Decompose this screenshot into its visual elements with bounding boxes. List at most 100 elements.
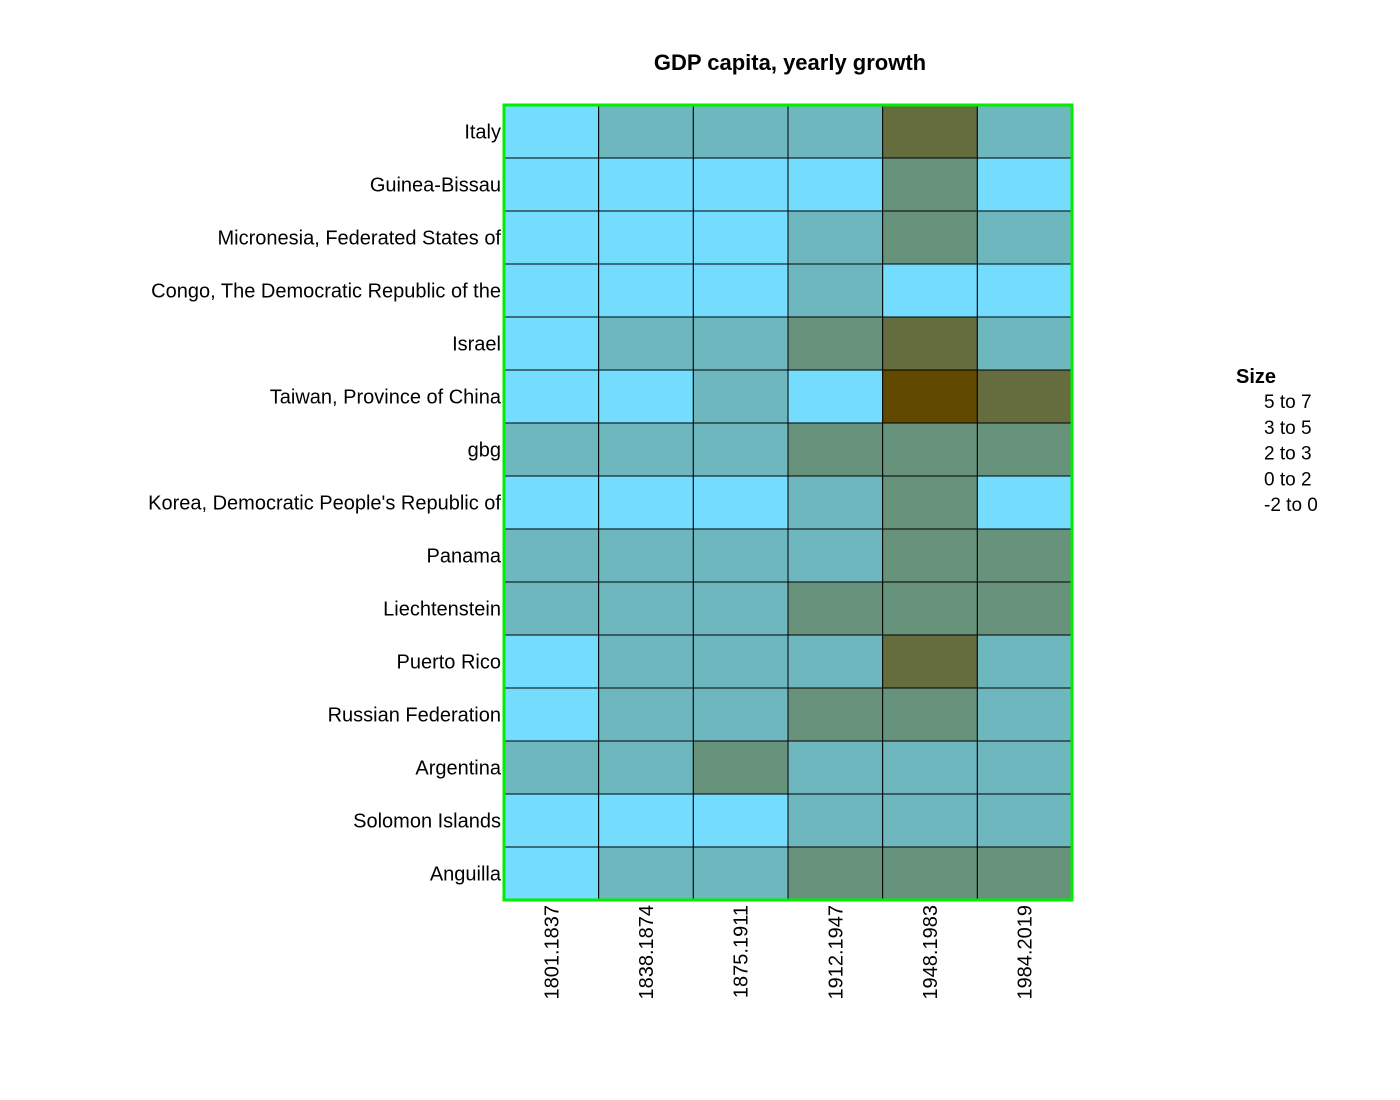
heatmap-cell <box>503 369 600 424</box>
column-label: 1912.1947 <box>825 905 847 1000</box>
heatmap-cell <box>692 793 789 848</box>
heatmap-cell <box>598 634 694 689</box>
column-label: 1984.2019 <box>1015 905 1037 1000</box>
heatmap-cell <box>976 422 1073 477</box>
heatmap-cell <box>787 793 884 848</box>
heatmap-cell <box>882 740 978 795</box>
heatmap-cell <box>503 846 600 901</box>
heatmap-cell <box>503 210 600 265</box>
heatmap-cell <box>692 104 789 159</box>
row-label: Puerto Rico <box>397 652 502 674</box>
heatmap-cell <box>598 210 694 265</box>
heatmap-cell <box>692 263 789 318</box>
heatmap-cell <box>787 422 884 477</box>
row-label: Liechtenstein <box>383 599 501 621</box>
heatmap-cell <box>787 634 884 689</box>
heatmap-cell <box>598 316 694 371</box>
heatmap-cell <box>882 528 978 583</box>
heatmap-cell <box>787 316 884 371</box>
heatmap-cell <box>692 740 789 795</box>
heatmap-cell <box>976 475 1073 530</box>
heatmap-cell <box>503 687 600 742</box>
heatmap-cell <box>787 263 884 318</box>
heatmap-cell <box>503 740 600 795</box>
heatmap-cell <box>692 687 789 742</box>
heatmap-cell <box>787 687 884 742</box>
heatmap-cell <box>976 846 1073 901</box>
legend-entry: 3 to 5 <box>1264 418 1312 439</box>
heatmap-cell <box>503 528 600 583</box>
heatmap-cell <box>787 475 884 530</box>
heatmap-cell <box>787 740 884 795</box>
row-labels: Italy Guinea-Bissau Micronesia, Federated … <box>148 122 502 886</box>
heatmap-cell <box>882 263 978 318</box>
heatmap-cell <box>882 210 978 265</box>
heatmap-cell <box>503 475 600 530</box>
heatmap-cell <box>692 846 789 901</box>
heatmap-cell <box>598 528 694 583</box>
heatmap-cell <box>598 369 694 424</box>
legend-entry: 0 to 2 <box>1264 469 1312 490</box>
heatmap-cell <box>503 316 600 371</box>
legend-entry: 2 to 3 <box>1264 444 1312 465</box>
legend: Size 5 to 7 3 to 5 2 to 3 0 to 2 -2 to 0 <box>1236 366 1318 516</box>
heatmap-cell <box>882 793 978 848</box>
chart-title: GDP capita, yearly growth <box>654 50 926 75</box>
row-label: Anguilla <box>430 864 502 886</box>
heatmap-cell <box>503 104 600 159</box>
heatmap-cell <box>882 316 978 371</box>
heatmap-cell <box>976 634 1073 689</box>
heatmap-cell <box>598 687 694 742</box>
row-label: Korea, Democratic People's Republic of <box>148 493 501 515</box>
heatmap-cell <box>692 422 789 477</box>
heatmap-cell <box>976 581 1073 636</box>
heatmap-cell <box>882 846 978 901</box>
heatmap-cell <box>976 369 1073 424</box>
column-label: 1838.1874 <box>636 905 658 1000</box>
column-labels: 1801.1837 1838.1874 1875.1911 1912.1947 1948… <box>541 905 1036 1000</box>
row-label: Guinea-Bissau <box>370 175 501 197</box>
heatmap-cell <box>787 210 884 265</box>
heatmap-cell <box>598 475 694 530</box>
heatmap-cell <box>692 581 789 636</box>
heatmap-cell <box>692 157 789 212</box>
heatmap-cell <box>692 369 789 424</box>
heatmap-cell <box>882 104 978 159</box>
row-label: Italy <box>464 122 501 144</box>
row-label: Solomon Islands <box>353 811 501 833</box>
column-label: 1948.1983 <box>920 905 942 1000</box>
heatmap-cell <box>598 104 694 159</box>
heatmap-cell <box>787 369 884 424</box>
heatmap-cell <box>503 263 600 318</box>
legend-entry: -2 to 0 <box>1264 495 1318 516</box>
heatmap-cell <box>503 634 600 689</box>
heatmap-cell <box>692 475 789 530</box>
heatmap-cell <box>882 687 978 742</box>
column-label: 1801.1837 <box>541 905 563 1000</box>
heatmap-cell <box>976 263 1073 318</box>
heatmap-cells <box>503 104 1073 901</box>
heatmap-cell <box>503 581 600 636</box>
heatmap-cell <box>976 687 1073 742</box>
heatmap-cell <box>882 581 978 636</box>
legend-title: Size <box>1236 366 1276 388</box>
heatmap-cell <box>598 422 694 477</box>
heatmap-cell <box>787 846 884 901</box>
row-label: Israel <box>452 334 501 356</box>
row-label: Micronesia, Federated States of <box>218 228 502 250</box>
row-label: Panama <box>427 546 502 568</box>
row-label: Taiwan, Province of China <box>270 387 502 409</box>
row-label: Congo, The Democratic Republic of the <box>151 281 501 303</box>
heatmap-cell <box>787 157 884 212</box>
heatmap-cell <box>976 316 1073 371</box>
heatmap-cell <box>692 316 789 371</box>
legend-entry: 5 to 7 <box>1264 392 1312 413</box>
heatmap-cell <box>692 528 789 583</box>
row-label: gbg <box>468 440 501 462</box>
heatmap-cell <box>882 422 978 477</box>
heatmap-cell <box>598 581 694 636</box>
heatmap-cell <box>598 157 694 212</box>
heatmap-cell <box>503 793 600 848</box>
heatmap-cell <box>787 104 884 159</box>
